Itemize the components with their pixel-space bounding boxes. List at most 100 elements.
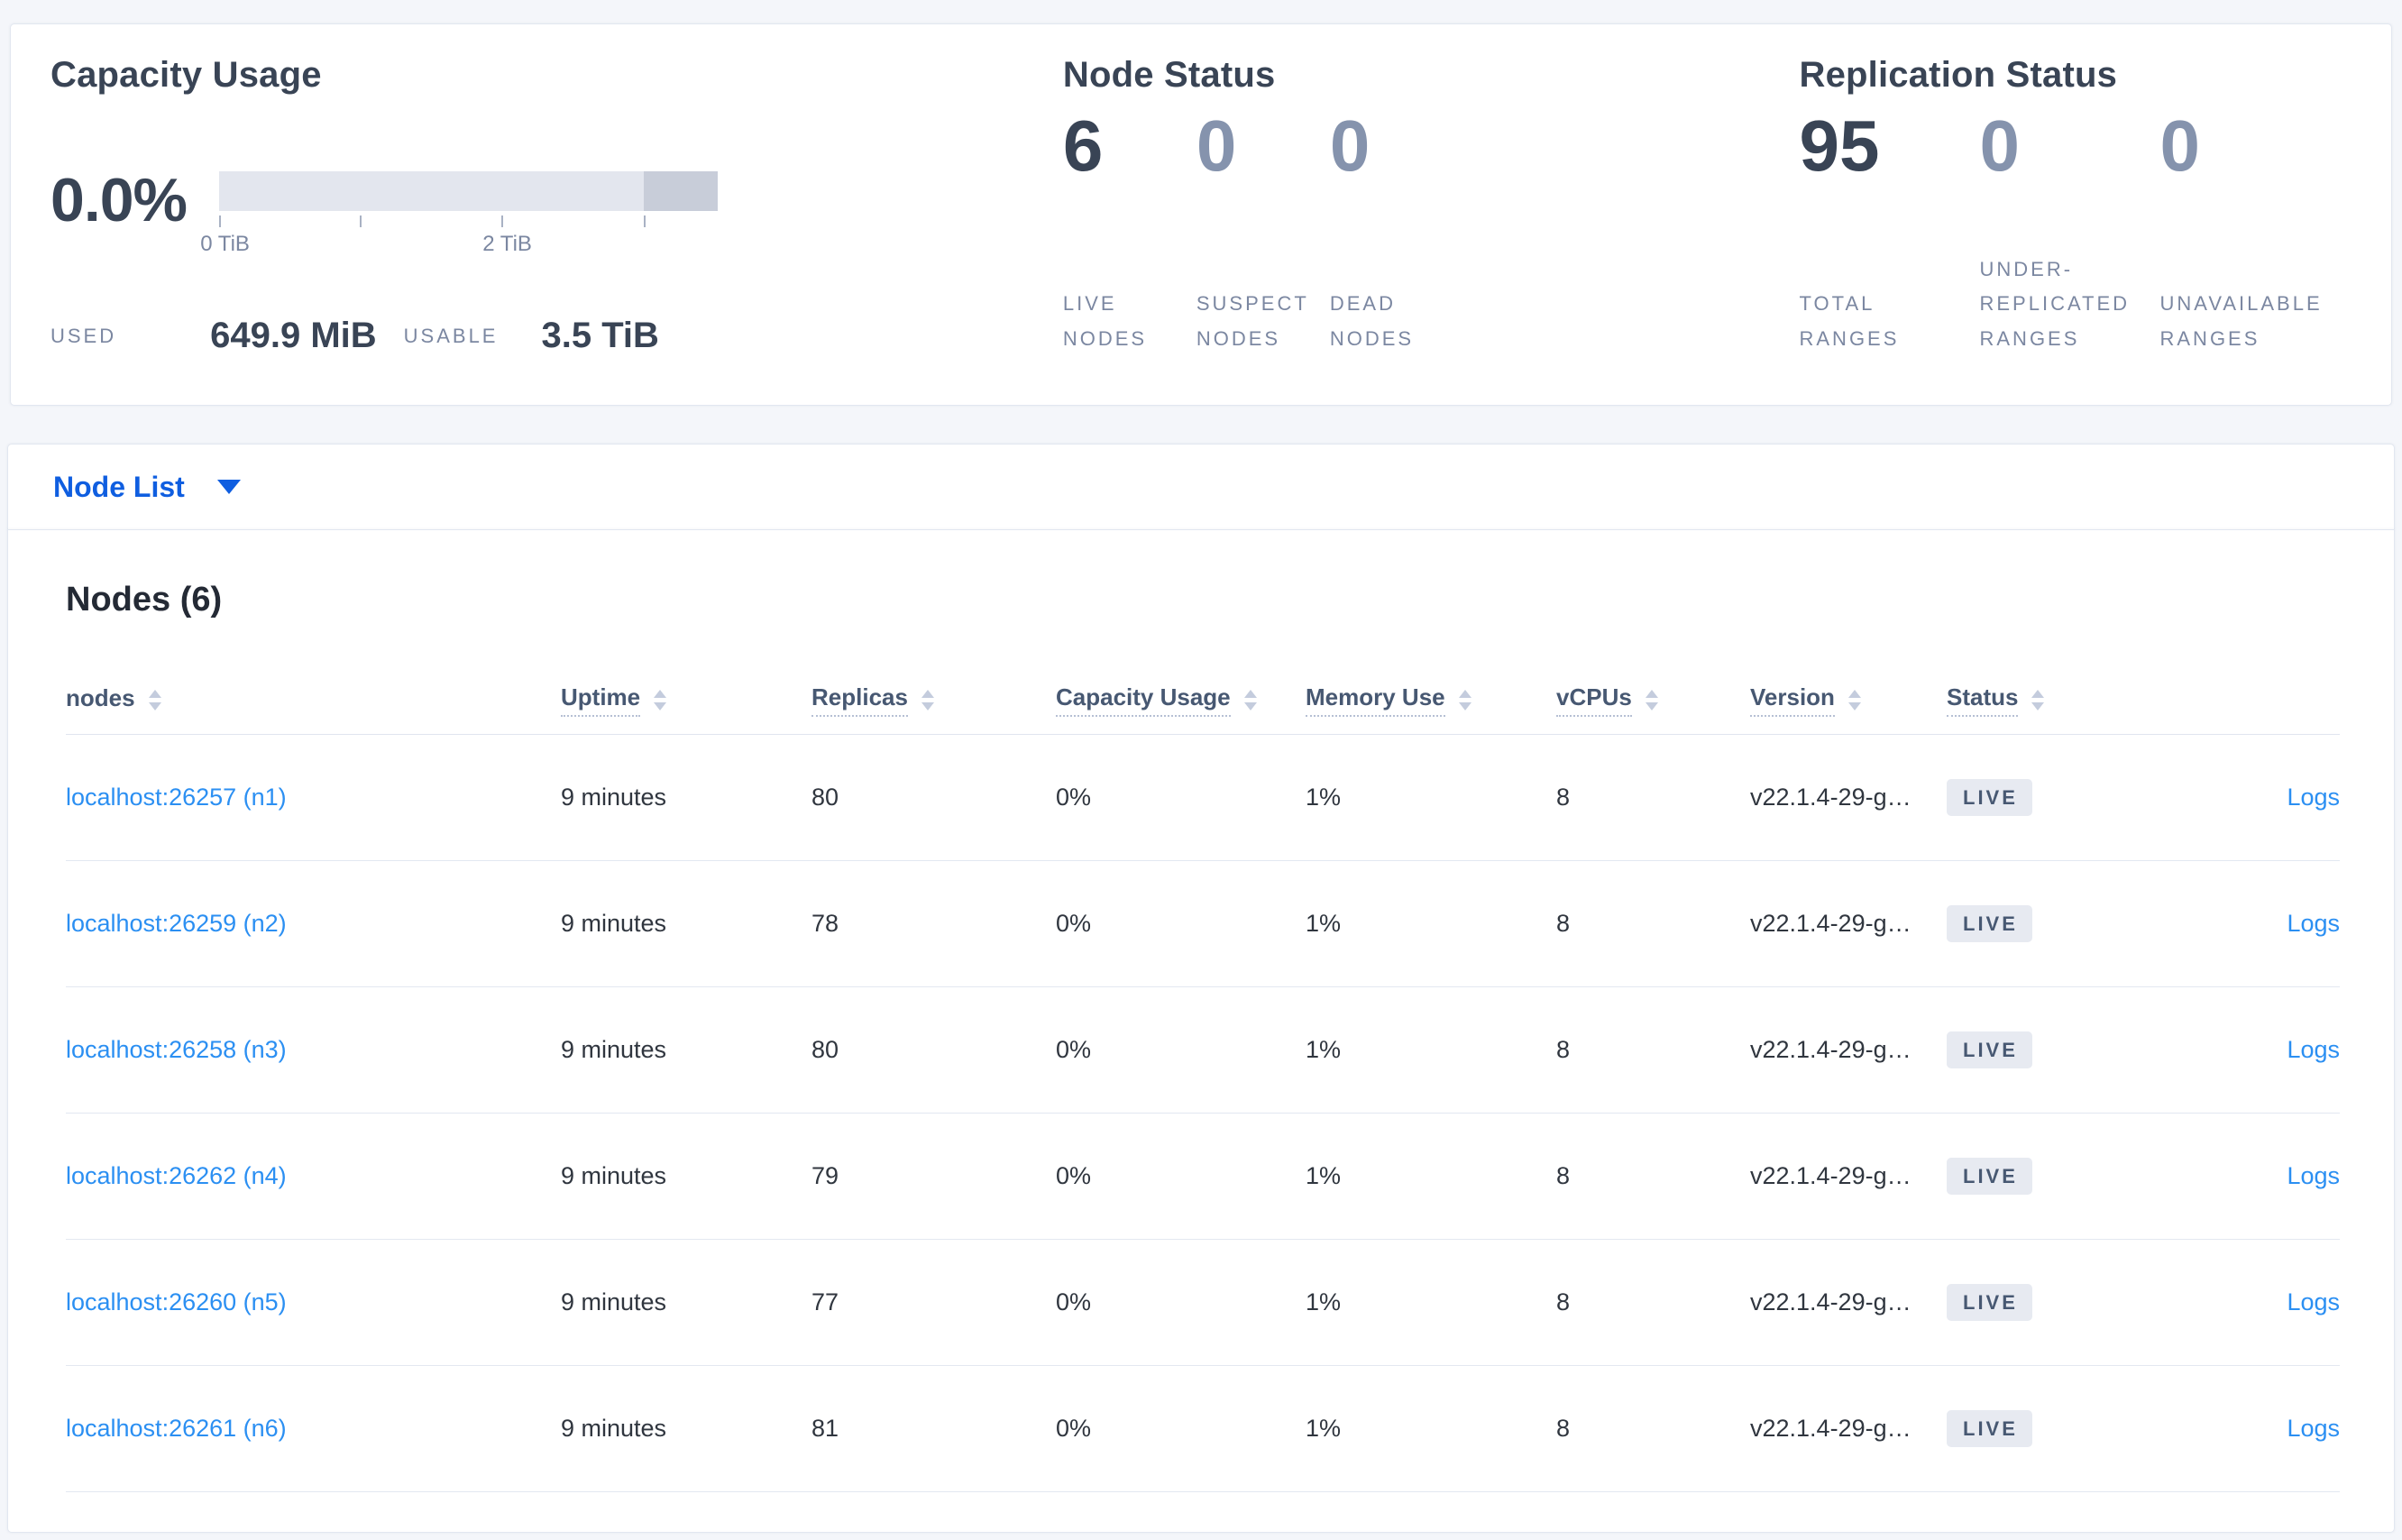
stat-label: UNAVAILABLE RANGES (2159, 292, 2323, 350)
capacity-cell: 0% (1056, 1162, 1092, 1189)
node-link[interactable]: localhost:26258 (n3) (66, 1036, 287, 1063)
stat-value: 0 (1196, 105, 1237, 186)
capacity-cell: 0% (1056, 910, 1092, 937)
nodes-table-header: nodes Uptime Replicas Capacity Usage Mem… (66, 666, 2340, 735)
dead-nodes-stat: 0 DEAD NODES (1330, 108, 1463, 356)
column-header-vcpus[interactable]: vCPUs (1556, 683, 1750, 717)
unavailable-ranges-stat: 0 UNAVAILABLE RANGES (2160, 108, 2341, 356)
column-header-nodes[interactable]: nodes (66, 684, 561, 716)
column-header-capacity-usage[interactable]: Capacity Usage (1056, 683, 1306, 717)
uptime-cell: 9 minutes (561, 784, 667, 811)
stat-label: SUSPECT NODES (1196, 292, 1309, 350)
nodes-table-title: Nodes (6) (66, 581, 223, 619)
vcpus-cell: 8 (1556, 1036, 1571, 1063)
node-link[interactable]: localhost:26262 (n4) (66, 1162, 287, 1189)
capacity-cell: 0% (1056, 1036, 1092, 1063)
suspect-nodes-stat: 0 SUSPECT NODES (1196, 108, 1330, 356)
stat-label: DEAD NODES (1329, 292, 1415, 350)
replication-status-title: Replication Status (1799, 55, 2118, 95)
table-row: localhost:26261 (n6) 9 minutes 81 0% 1% … (66, 1366, 2340, 1492)
sort-icon[interactable] (2031, 690, 2045, 710)
vcpus-cell: 8 (1556, 1162, 1571, 1189)
stat-value: 6 (1062, 105, 1104, 186)
stat-value: 0 (1329, 105, 1371, 186)
sort-icon[interactable] (1847, 690, 1861, 710)
column-header-uptime[interactable]: Uptime (561, 683, 811, 717)
column-header-memory-use[interactable]: Memory Use (1306, 683, 1556, 717)
usable-value: 3.5 TiB (541, 316, 659, 355)
capacity-gauge-end-segment (644, 171, 718, 211)
version-cell: v22.1.4-29-g… (1750, 1415, 1912, 1442)
column-header-version[interactable]: Version (1750, 683, 1947, 717)
axis-tick-label: 2 TiB (482, 232, 532, 256)
table-row: localhost:26259 (n2) 9 minutes 78 0% 1% … (66, 861, 2340, 987)
uptime-cell: 9 minutes (561, 1162, 667, 1189)
node-link[interactable]: localhost:26261 (n6) (66, 1415, 287, 1442)
used-value: 649.9 MiB (210, 316, 377, 355)
memory-cell: 1% (1306, 1162, 1342, 1189)
capacity-gauge-track (219, 171, 718, 211)
version-cell: v22.1.4-29-g… (1750, 910, 1912, 937)
logs-link[interactable]: Logs (2287, 1415, 2340, 1442)
replicas-cell: 79 (811, 1162, 839, 1189)
axis-tick (360, 215, 362, 227)
used-label: USED (50, 324, 117, 347)
live-status-badge: LIVE (1947, 1031, 2032, 1068)
vcpus-cell: 8 (1556, 784, 1571, 811)
cluster-summary-panel: Capacity Usage 0.0% 0 TiB 2 TiB (10, 23, 2392, 406)
logs-link[interactable]: Logs (2287, 910, 2340, 937)
axis-tick (501, 215, 503, 227)
axis-tick (644, 215, 646, 227)
logs-link[interactable]: Logs (2287, 1036, 2340, 1063)
capacity-cell: 0% (1056, 1415, 1092, 1442)
column-header-replicas[interactable]: Replicas (811, 683, 1056, 717)
memory-cell: 1% (1306, 1288, 1342, 1315)
node-link[interactable]: localhost:26260 (n5) (66, 1288, 287, 1315)
stat-value: 0 (2159, 105, 2201, 186)
capacity-gauge: 0 TiB 2 TiB (200, 171, 718, 259)
capacity-percent-value: 0.0% (50, 166, 188, 234)
usable-label: USABLE (403, 324, 499, 347)
vcpus-cell: 8 (1556, 910, 1571, 937)
node-link[interactable]: localhost:26257 (n1) (66, 784, 287, 811)
sort-icon[interactable] (1458, 690, 1471, 710)
capacity-cell: 0% (1056, 784, 1092, 811)
live-status-badge: LIVE (1947, 1410, 2032, 1447)
vcpus-cell: 8 (1556, 1288, 1571, 1315)
stat-label: TOTAL RANGES (1799, 292, 1900, 350)
logs-link[interactable]: Logs (2287, 1288, 2340, 1315)
table-row: localhost:26257 (n1) 9 minutes 80 0% 1% … (66, 735, 2340, 861)
node-link[interactable]: localhost:26259 (n2) (66, 910, 287, 937)
node-list-dropdown[interactable]: Node List (53, 471, 241, 504)
replicas-cell: 80 (811, 784, 839, 811)
live-status-badge: LIVE (1947, 905, 2032, 942)
uptime-cell: 9 minutes (561, 1415, 667, 1442)
live-status-badge: LIVE (1947, 779, 2032, 816)
stat-value: 95 (1799, 105, 1880, 186)
sort-icon[interactable] (1645, 690, 1658, 710)
stat-label: LIVE NODES (1062, 292, 1148, 350)
column-header-status[interactable]: Status (1947, 683, 2138, 717)
version-cell: v22.1.4-29-g… (1750, 1162, 1912, 1189)
live-status-badge: LIVE (1947, 1284, 2032, 1321)
sort-icon[interactable] (1243, 690, 1257, 710)
sort-icon[interactable] (921, 690, 934, 710)
sort-icon[interactable] (148, 690, 161, 710)
version-cell: v22.1.4-29-g… (1750, 1036, 1912, 1063)
uptime-cell: 9 minutes (561, 1036, 667, 1063)
sort-icon[interactable] (654, 690, 667, 710)
version-cell: v22.1.4-29-g… (1750, 784, 1912, 811)
capacity-usage-title: Capacity Usage (50, 55, 322, 95)
logs-link[interactable]: Logs (2287, 784, 2340, 811)
replicas-cell: 77 (811, 1288, 839, 1315)
memory-cell: 1% (1306, 1036, 1342, 1063)
uptime-cell: 9 minutes (561, 910, 667, 937)
capacity-cell: 0% (1056, 1288, 1092, 1315)
caret-down-icon (216, 480, 241, 494)
logs-link[interactable]: Logs (2287, 1162, 2340, 1189)
capacity-usage-section: Capacity Usage 0.0% 0 TiB 2 TiB (50, 55, 1063, 356)
total-ranges-stat: 95 TOTAL RANGES (1800, 108, 1980, 356)
version-cell: v22.1.4-29-g… (1750, 1288, 1912, 1315)
table-row: localhost:26262 (n4) 9 minutes 79 0% 1% … (66, 1114, 2340, 1240)
replication-status-section: Replication Status 95 TOTAL RANGES 0 UND… (1800, 55, 2352, 356)
